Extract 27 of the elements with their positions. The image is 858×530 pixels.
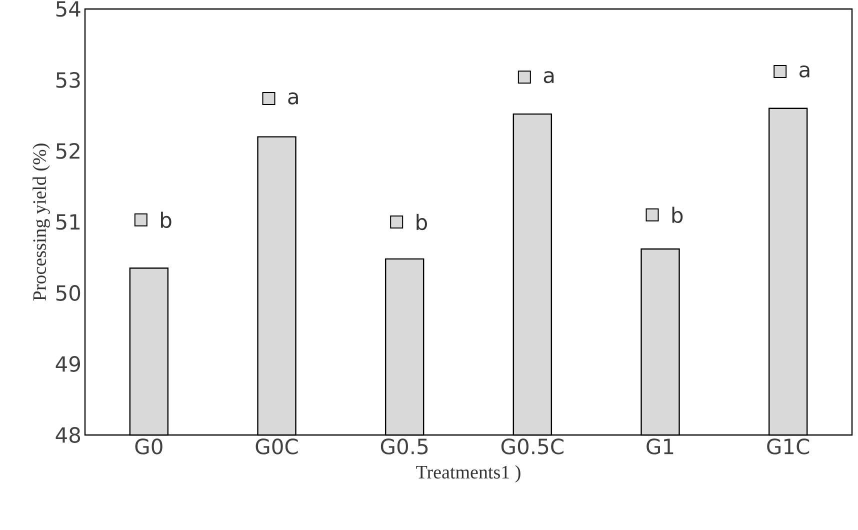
point bbox=[390, 215, 404, 228]
annotation: a bbox=[544, 71, 554, 84]
point bbox=[518, 70, 531, 84]
x-tick-label: G0 bbox=[135, 438, 162, 454]
y-tick-label: 48 bbox=[56, 427, 80, 443]
x-tick-label: G1C bbox=[767, 438, 810, 454]
point bbox=[262, 92, 276, 105]
x-tick-label: G1 bbox=[646, 438, 674, 454]
annotation: b bbox=[416, 214, 427, 230]
y-tick-label: 50 bbox=[56, 285, 80, 301]
y-tick-label: 51 bbox=[56, 214, 80, 230]
x-tick-label: G0.5C bbox=[501, 438, 564, 454]
point bbox=[646, 208, 659, 222]
y-tick-label: 49 bbox=[56, 356, 80, 372]
y-tick-label: 52 bbox=[56, 143, 80, 159]
annotation: a bbox=[288, 92, 298, 104]
point bbox=[774, 64, 787, 78]
annotation: b bbox=[672, 206, 683, 224]
point bbox=[134, 213, 148, 226]
annotation: b bbox=[161, 212, 172, 228]
x-tick-label: G0.5 bbox=[380, 438, 428, 454]
annotation: a bbox=[800, 65, 810, 78]
x-axis-title: Treatments1 ) bbox=[416, 465, 520, 482]
y-axis-title: Processing yield (%) bbox=[32, 144, 50, 301]
y-tick-label: 54 bbox=[56, 1, 80, 17]
x-tick-label: G0C bbox=[256, 438, 298, 454]
y-tick-label: 53 bbox=[56, 72, 80, 88]
